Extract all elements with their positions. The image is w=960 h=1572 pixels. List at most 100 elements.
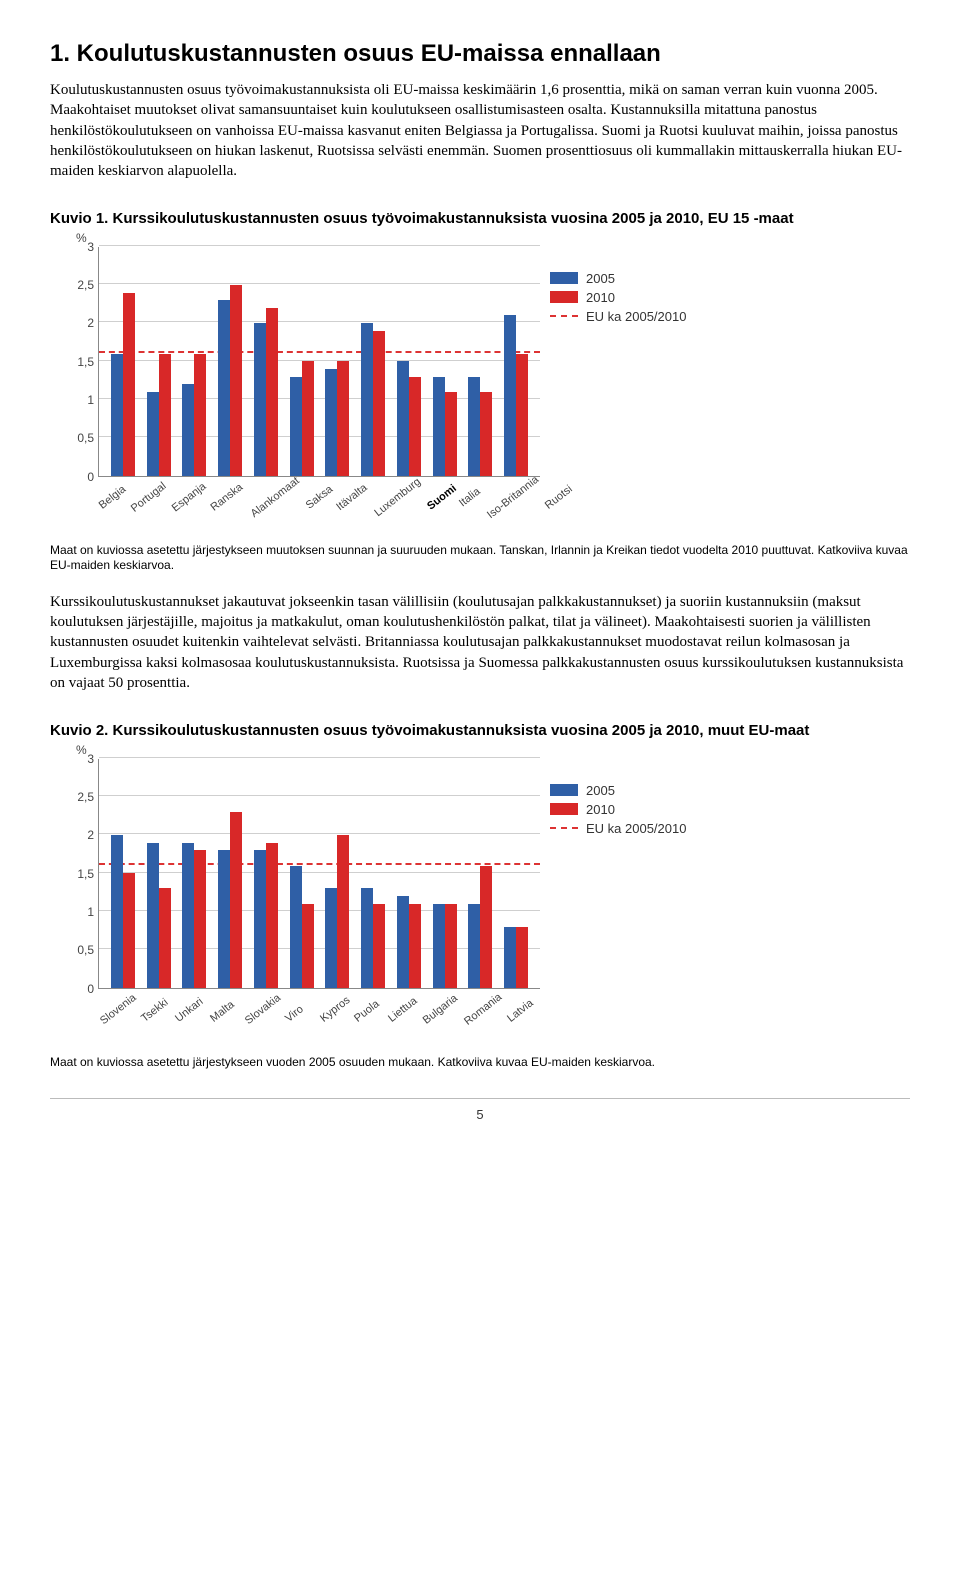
bar-2010 xyxy=(123,873,135,988)
bar-group xyxy=(498,759,534,988)
chart-legend: 2005 2010 EU ka 2005/2010 xyxy=(550,779,690,840)
bar-group xyxy=(498,247,534,476)
figure-1-title: Kuvio 1. Kurssikoulutuskustannusten osuu… xyxy=(50,209,910,229)
bar-2005 xyxy=(433,377,445,476)
bar-2005 xyxy=(361,323,373,476)
bar-2005 xyxy=(468,904,480,988)
bar-2005 xyxy=(182,843,194,988)
bar-2005 xyxy=(147,843,159,988)
bar-group xyxy=(212,759,248,988)
legend-label: 2010 xyxy=(586,290,615,305)
bar-2005 xyxy=(504,927,516,988)
figure-1-chart: %00,511,522,53BelgiaPortugalEspanjaRansk… xyxy=(50,237,690,537)
bar-2010 xyxy=(516,927,528,988)
y-tick-label: 3 xyxy=(50,752,94,766)
bar-group xyxy=(355,759,391,988)
bar-group xyxy=(284,247,320,476)
figure-2-title: Kuvio 2. Kurssikoulutuskustannusten osuu… xyxy=(50,721,910,741)
bar-2005 xyxy=(397,361,409,476)
body-paragraph-1: Koulutuskustannusten osuus työvoimakusta… xyxy=(50,80,910,181)
bar-2005 xyxy=(218,300,230,476)
body-paragraph-2: Kurssikoulutuskustannukset jakautuvat jo… xyxy=(50,592,910,693)
bar-group xyxy=(248,247,284,476)
legend-label: EU ka 2005/2010 xyxy=(586,821,686,836)
bar-2010 xyxy=(266,308,278,476)
legend-swatch-2010 xyxy=(550,803,578,815)
bar-2005 xyxy=(147,392,159,476)
bar-2005 xyxy=(111,354,123,476)
bar-group xyxy=(427,759,463,988)
bar-2010 xyxy=(266,843,278,988)
bar-2005 xyxy=(361,888,373,987)
bar-group xyxy=(391,247,427,476)
bar-2005 xyxy=(218,850,230,987)
bar-2010 xyxy=(337,835,349,988)
bar-2010 xyxy=(445,392,457,476)
bar-2010 xyxy=(373,331,385,476)
bar-2005 xyxy=(433,904,445,988)
bar-2010 xyxy=(480,866,492,988)
bar-2005 xyxy=(111,835,123,988)
bar-2010 xyxy=(159,888,171,987)
bar-2010 xyxy=(123,293,135,476)
bar-group xyxy=(355,247,391,476)
bar-2010 xyxy=(409,904,421,988)
legend-label: 2005 xyxy=(586,271,615,286)
legend-label: EU ka 2005/2010 xyxy=(586,309,686,324)
y-tick-label: 0,5 xyxy=(50,943,94,957)
bar-2005 xyxy=(325,888,337,987)
bar-2010 xyxy=(230,812,242,988)
x-tick-label: Ruotsi xyxy=(540,478,600,543)
legend-label: 2010 xyxy=(586,802,615,817)
bar-2005 xyxy=(468,377,480,476)
bar-group xyxy=(177,247,213,476)
bar-group xyxy=(141,759,177,988)
legend-dash-icon xyxy=(550,827,578,829)
y-tick-label: 2,5 xyxy=(50,278,94,292)
y-tick-label: 1 xyxy=(50,905,94,919)
bar-2010 xyxy=(230,285,242,476)
bar-2005 xyxy=(397,896,409,988)
bar-2010 xyxy=(337,361,349,476)
legend-label: 2005 xyxy=(586,783,615,798)
page-rule xyxy=(50,1098,910,1099)
y-tick-label: 2 xyxy=(50,316,94,330)
bar-group xyxy=(177,759,213,988)
bar-2005 xyxy=(182,384,194,476)
bar-group xyxy=(463,759,499,988)
bar-group xyxy=(248,759,284,988)
bar-2010 xyxy=(302,361,314,476)
bar-group xyxy=(212,247,248,476)
bar-2010 xyxy=(302,904,314,988)
bar-group xyxy=(105,759,141,988)
bar-2005 xyxy=(254,850,266,987)
bar-2010 xyxy=(159,354,171,476)
bar-2010 xyxy=(194,354,206,476)
section-title: 1. Koulutuskustannusten osuus EU-maissa … xyxy=(50,40,910,68)
bar-group xyxy=(320,247,356,476)
legend-dash-icon xyxy=(550,315,578,317)
legend-swatch-2005 xyxy=(550,272,578,284)
bar-2005 xyxy=(290,377,302,476)
bar-group xyxy=(463,247,499,476)
bar-2010 xyxy=(516,354,528,476)
y-tick-label: 1 xyxy=(50,393,94,407)
bar-2005 xyxy=(254,323,266,476)
y-tick-label: 1,5 xyxy=(50,355,94,369)
y-tick-label: 1,5 xyxy=(50,867,94,881)
page-number: 5 xyxy=(50,1107,910,1122)
bar-2005 xyxy=(290,866,302,988)
legend-swatch-2005 xyxy=(550,784,578,796)
bar-group xyxy=(320,759,356,988)
bar-group xyxy=(427,247,463,476)
y-tick-label: 3 xyxy=(50,240,94,254)
bar-group xyxy=(105,247,141,476)
bar-group xyxy=(284,759,320,988)
y-tick-label: 2,5 xyxy=(50,790,94,804)
bar-2010 xyxy=(480,392,492,476)
legend-swatch-2010 xyxy=(550,291,578,303)
y-tick-label: 0 xyxy=(50,470,94,484)
bar-2010 xyxy=(445,904,457,988)
y-tick-label: 0 xyxy=(50,982,94,996)
bar-group xyxy=(391,759,427,988)
